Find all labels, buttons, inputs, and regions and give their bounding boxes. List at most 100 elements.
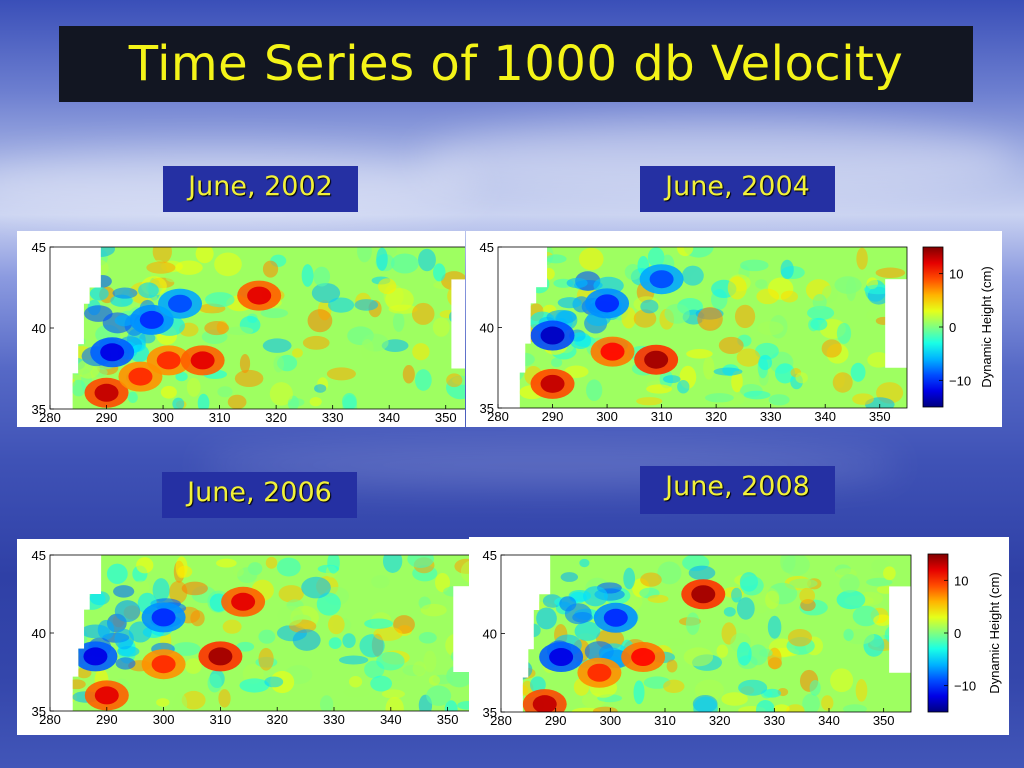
heatmap-texture-blob [686,349,713,359]
panel-label-2008: June, 2008 [640,466,835,514]
heatmap-texture-blob [633,309,657,328]
heatmap-texture-blob [269,382,293,406]
heatmap-texture-blob [529,676,546,694]
heatmap-field [519,247,908,408]
x-tick-label: 310 [654,713,676,728]
heatmap-texture-blob [460,560,469,584]
heatmap-texture-blob [377,278,397,295]
x-tick-label: 300 [596,409,618,424]
heatmap-texture-blob [704,393,734,403]
heatmap-texture-blob [72,679,86,690]
heatmap-texture-blob [382,555,403,573]
heatmap-texture-blob [685,612,700,635]
y-tick-label: 45 [480,240,494,255]
heatmap-texture-blob [852,393,874,405]
heatmap-texture-blob [204,321,230,336]
heatmap-texture-blob [234,369,264,388]
x-tick-label: 320 [709,713,731,728]
heatmap-texture-blob [574,621,601,641]
heatmap-texture-blob [42,683,68,702]
missing-data-gap [885,279,907,368]
heatmap-feature-core [603,608,628,627]
heatmap-texture-blob [519,279,530,299]
heatmap-texture-blob [371,575,390,589]
x-tick-label: 310 [210,712,232,727]
x-tick-label: 340 [814,409,836,424]
heatmap-texture-blob [216,558,237,568]
x-tick-label: 320 [705,409,727,424]
heatmap-texture-blob [525,555,551,569]
x-tick-label: 320 [266,712,288,727]
x-tick-label: 320 [265,410,287,425]
heatmap-texture-blob [72,641,78,657]
heatmap-chart: 280 290 300 310 320 330 340 350 35 40 45 [32,240,465,425]
heatmap-texture-blob [666,659,678,673]
heatmap-texture-blob [731,370,743,393]
heatmap-texture-blob [623,567,636,590]
heatmap-texture-blob [343,687,370,698]
heatmap-texture-blob [239,354,251,374]
heatmap-texture-blob [222,619,242,634]
heatmap-texture-blob [557,297,582,309]
heatmap-texture-blob [72,260,90,283]
heatmap-texture-blob [309,396,322,407]
heatmap-feature-core [208,647,233,666]
heatmap-texture-blob [376,247,388,271]
heatmap-texture-blob [390,253,419,274]
heatmap-texture-blob [767,615,782,639]
heatmap-texture-blob [564,365,589,378]
heatmap-texture-blob [703,356,715,380]
heatmap-texture-blob [875,267,906,279]
heatmap-feature-core [247,286,272,305]
heatmap-feature-core [168,294,193,313]
heatmap-texture-blob [418,631,437,644]
heatmap-feature-core [156,351,181,370]
heatmap-texture-blob [756,288,780,305]
heatmap-texture-blob [799,587,816,604]
heatmap-texture-blob [646,384,673,394]
x-tick-label: 300 [599,713,621,728]
heatmap-texture-blob [579,558,590,568]
y-tick-label: 40 [480,321,494,336]
heatmap-texture-blob [47,585,72,598]
heatmap-texture-blob [262,260,279,278]
heatmap-texture-blob [821,695,834,711]
heatmap-texture-blob [146,261,176,274]
heatmap-texture-blob [165,272,181,283]
heatmap-texture-blob [663,679,685,694]
heatmap-texture-blob [195,247,214,264]
heatmap-texture-blob [519,362,525,382]
heatmap-texture-blob [301,576,331,599]
heatmap-texture-blob [175,260,203,275]
panel-label-2006: June, 2006 [162,472,357,518]
heatmap-texture-blob [713,367,743,376]
heatmap-texture-blob [361,338,374,360]
heatmap-texture-blob [446,373,463,388]
heatmap-texture-blob [543,267,555,280]
heatmap-texture-blob [731,587,742,603]
heatmap-texture-blob [807,305,835,321]
heatmap-texture-blob [83,262,98,278]
heatmap-texture-blob [736,348,761,367]
heatmap-texture-blob [758,354,773,371]
heatmap-texture-blob [528,274,550,294]
heatmap-texture-blob [768,394,790,406]
heatmap-texture-blob [93,274,112,288]
heatmap-texture-blob [583,586,608,607]
heatmap-texture-blob [72,609,82,626]
heatmap-texture-blob [114,314,134,327]
heatmap-texture-blob [640,572,662,587]
heatmap-texture-blob [664,303,690,324]
heatmap-feature-core [600,342,625,361]
heatmap-texture-blob [112,287,138,299]
heatmap-texture-blob [72,588,74,602]
y-tick-label: 45 [32,548,46,563]
x-tick-label: 290 [542,409,564,424]
heatmap-panel-2004: 280 290 300 310 320 330 340 350 35 40 45 10 0 −10 Dyna… [466,231,1002,427]
heatmap-texture-blob [495,549,521,564]
heatmap-texture-blob [225,326,254,336]
heatmap-texture-blob [856,247,868,270]
heatmap-texture-blob [426,685,452,706]
heatmap-texture-blob [697,306,723,331]
heatmap-texture-blob [197,393,210,409]
